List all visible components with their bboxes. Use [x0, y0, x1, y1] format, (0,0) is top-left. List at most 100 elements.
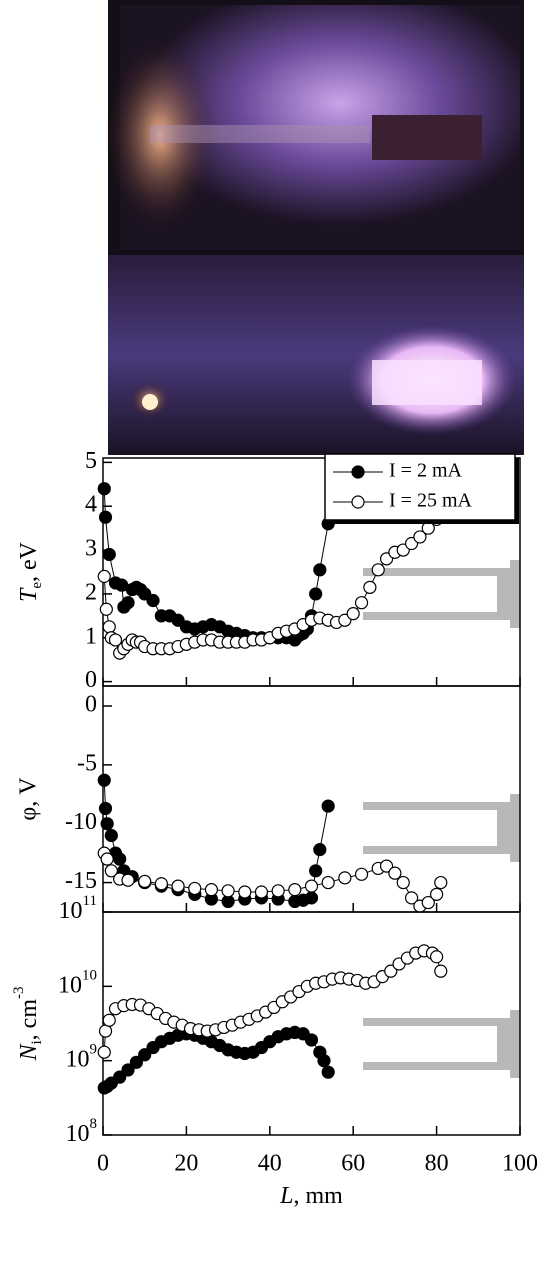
data-point — [188, 881, 202, 896]
data-point — [354, 867, 369, 881]
y-tick-label: -10 — [65, 809, 97, 835]
label-symbol: L — [279, 1183, 293, 1209]
data-point — [404, 891, 419, 905]
y-tick-label: 1011 — [59, 893, 97, 923]
label-unit: , mm — [294, 1183, 344, 1209]
data-point — [304, 891, 319, 905]
y-tick-label: 3 — [85, 536, 97, 562]
plot-frame — [102, 911, 521, 1136]
data-point — [371, 563, 385, 577]
y-tick-base: 10 — [66, 1121, 90, 1147]
data-point — [354, 596, 369, 610]
data-point — [99, 602, 113, 616]
y-tick-exponent: 8 — [90, 1116, 98, 1132]
data-point — [434, 964, 448, 978]
x-tick-label: 60 — [341, 1151, 365, 1177]
y-tick-label: 5 — [85, 448, 97, 474]
data-point — [104, 864, 118, 878]
series-line — [103, 852, 442, 907]
data-point — [204, 883, 219, 897]
data-point — [221, 884, 235, 898]
data-point — [434, 875, 448, 890]
data-point — [421, 895, 435, 910]
y-tick-label: -15 — [65, 868, 97, 894]
y-tick-base: 10 — [66, 1046, 90, 1072]
series-line — [103, 488, 329, 641]
data-point — [379, 859, 394, 873]
data-point — [313, 843, 327, 857]
label-symbol: T — [16, 587, 42, 602]
data-point — [102, 547, 116, 562]
y-tick-label: 2 — [85, 579, 97, 605]
data-point — [98, 1024, 113, 1038]
data-point — [309, 864, 323, 878]
data-point — [97, 569, 111, 583]
data-point — [129, 1055, 143, 1069]
data-point — [113, 852, 127, 866]
x-axis-label: L, mm — [279, 1183, 343, 1209]
data-point — [121, 1063, 135, 1077]
data-point — [102, 1013, 116, 1027]
x-tick-label: 80 — [425, 1151, 449, 1177]
data-point — [309, 587, 323, 601]
data-point — [388, 866, 402, 880]
data-point — [102, 620, 116, 634]
data-point — [98, 801, 113, 816]
data-point — [108, 633, 123, 647]
data-point — [97, 1045, 111, 1059]
y-tick-exponent: 9 — [90, 1042, 98, 1058]
label-subscript: e — [29, 582, 45, 589]
legend-marker — [351, 465, 365, 479]
legend-box — [324, 453, 516, 521]
y-tick-label: 1 — [85, 623, 97, 649]
data-point — [317, 1054, 331, 1068]
y-axis-label: Te, eV — [16, 541, 46, 602]
data-point — [413, 530, 427, 544]
data-point — [254, 885, 269, 899]
x-tick-label: 20 — [174, 1151, 198, 1177]
data-point — [313, 563, 327, 577]
label-subscript: i — [29, 1040, 45, 1044]
y-tick-label: 4 — [85, 492, 97, 518]
y-tick-base: 10 — [59, 898, 83, 924]
data-point — [104, 828, 118, 843]
data-point — [138, 874, 152, 888]
data-point — [146, 593, 160, 608]
y-tick-exponent: 11 — [83, 893, 97, 909]
data-point — [346, 607, 360, 621]
data-point — [100, 852, 114, 866]
data-point — [113, 1070, 127, 1084]
y-tick-label: 0 — [85, 692, 97, 718]
label-unit: , cm — [16, 999, 42, 1041]
x-tick-label: 40 — [258, 1151, 282, 1177]
data-point — [271, 884, 285, 898]
data-point — [288, 883, 302, 897]
x-tick-label: 0 — [97, 1151, 109, 1177]
legend-marker — [351, 495, 365, 509]
data-point — [154, 877, 168, 891]
plot-frame — [102, 685, 521, 913]
data-point — [363, 580, 377, 594]
data-point — [430, 950, 444, 964]
y-tick-label: 109 — [66, 1042, 98, 1072]
data-point — [321, 875, 335, 890]
data-point — [121, 596, 135, 610]
plasma-photo — [105, 0, 524, 455]
y-tick-base: 10 — [58, 972, 82, 998]
label-superscript: -3 — [11, 986, 27, 999]
data-point — [100, 817, 114, 831]
data-point — [97, 773, 111, 787]
data-point — [396, 875, 410, 890]
data-point — [138, 1048, 152, 1062]
data-point — [304, 879, 319, 893]
data-point — [338, 871, 352, 885]
y-axis-label: Ni, cm-3 — [11, 986, 45, 1061]
legend-label: I = 25 mA — [389, 490, 472, 512]
y-tick-label: 1010 — [58, 968, 97, 998]
data-point — [98, 510, 113, 524]
data-point — [321, 1065, 335, 1079]
data-point — [97, 482, 111, 496]
label-unit: , eV — [16, 541, 42, 582]
y-axis-label: φ, V — [16, 777, 42, 821]
